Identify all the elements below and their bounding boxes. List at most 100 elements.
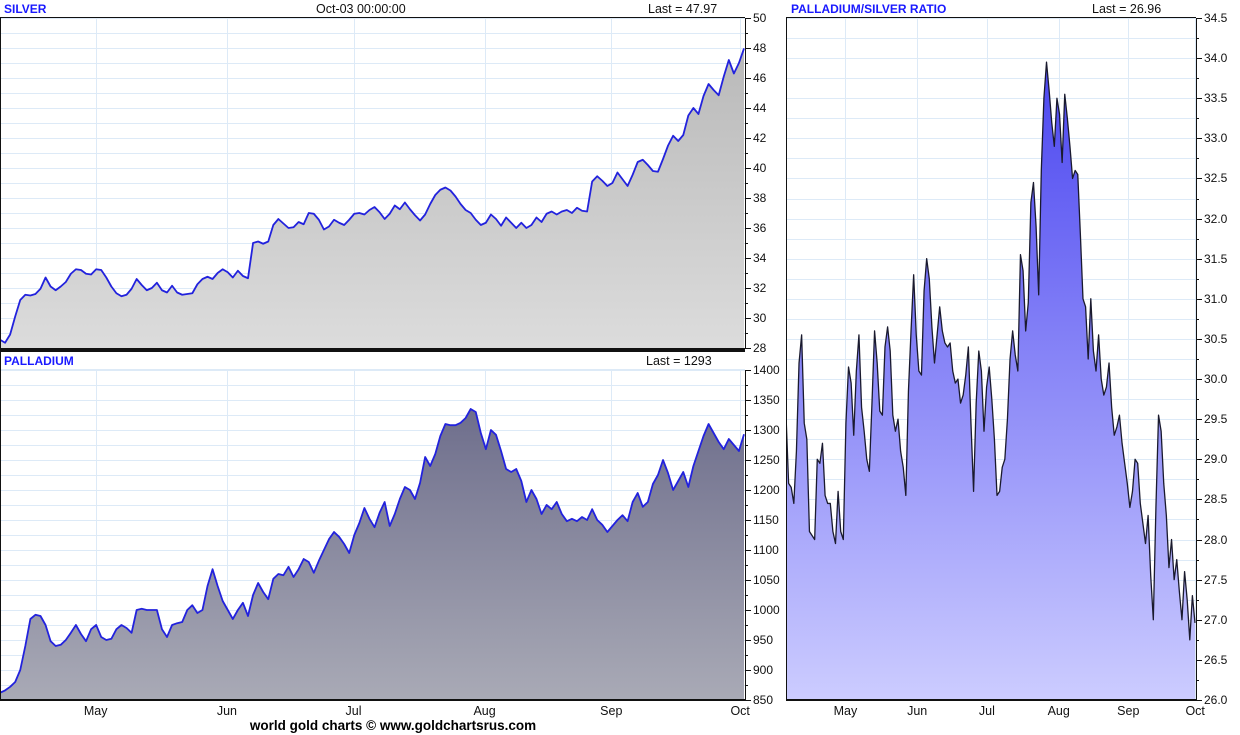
palladium-major-tick (745, 400, 751, 401)
x-tick-label-sep: Sep (1117, 704, 1140, 718)
silver-y-tick-label: 30 (753, 311, 767, 325)
palladium-major-tick (745, 670, 751, 671)
x-tick-label-oct: Oct (730, 704, 750, 718)
ratio-y-tick-label: 29.5 (1204, 412, 1228, 427)
ratio-y-tick-label: 28.5 (1204, 492, 1228, 507)
ratio-y-tick-label: 30.0 (1204, 372, 1228, 387)
silver-major-tick (745, 18, 751, 19)
silver-minor-tick (745, 273, 748, 274)
silver-panel: SILVER Oct-03 00:00:00 Last = 47.97 28 30… (0, 0, 780, 355)
ratio-y-tick-label: 34.5 (1204, 11, 1228, 25)
silver-major-tick (745, 48, 751, 49)
palladium-minor-tick (745, 415, 748, 416)
silver-datestamp: Oct-03 00:00:00 (316, 2, 406, 16)
palladium-minor-tick (745, 505, 748, 506)
ratio-y-tick-label: 28.0 (1204, 532, 1228, 547)
ratio-major-tick (1196, 138, 1202, 139)
right-x-axis: May Jun Jul Aug Sep Oct (786, 700, 1205, 722)
palladium-y-tick-label: 1200 (753, 483, 780, 497)
x-tick-label-jun: Jun (216, 704, 237, 718)
palladium-y-tick-label: 1000 (753, 603, 780, 617)
ratio-y-tick-label: 34.0 (1204, 51, 1228, 66)
palladium-plot-area (0, 352, 745, 700)
silver-plot-area (0, 0, 745, 348)
palladium-minor-tick (745, 475, 748, 476)
silver-major-tick (745, 258, 751, 259)
ratio-major-tick (1196, 58, 1202, 59)
ratio-minor-tick (1196, 600, 1199, 601)
palladium-last-value: Last = 1293 (646, 354, 712, 368)
left-col-left-spine (0, 17, 1, 700)
ratio-y-tick-label: 33.0 (1204, 131, 1228, 146)
ratio-minor-tick (1196, 78, 1199, 79)
silver-minor-tick (745, 303, 748, 304)
ratio-major-tick (1196, 259, 1202, 260)
palladium-panel: PALLADIUM Last = 1293 850 900 950 1000 1050 1… (0, 352, 780, 707)
silver-minor-tick (745, 213, 748, 214)
x-tick-label-jul: Jul (978, 704, 995, 718)
silver-minor-tick (745, 33, 748, 34)
ratio-y-tick-label: 32.5 (1204, 171, 1228, 186)
x-tick-label-aug: Aug (473, 704, 496, 718)
ratio-major-tick (1196, 499, 1202, 500)
silver-minor-tick (745, 123, 748, 124)
ratio-major-tick (1196, 419, 1202, 420)
palladium-chart-svg (0, 370, 745, 700)
ratio-minor-tick (1196, 199, 1199, 200)
silver-y-tick-label: 50 (753, 11, 767, 25)
ratio-minor-tick (1196, 38, 1199, 39)
ratio-major-tick (1196, 339, 1202, 340)
footer-credit: world gold charts © www.goldchartsrus.co… (249, 718, 537, 733)
ratio-major-tick (1196, 379, 1202, 380)
palladium-y-axis: 850 900 950 1000 1050 1100 1150 1200 1250 1300 135… (745, 352, 780, 707)
palladium-major-tick (745, 640, 751, 641)
palladium-y-tick-label: 1150 (753, 513, 779, 527)
ratio-major-tick (1196, 98, 1202, 99)
ratio-minor-tick (1196, 239, 1199, 240)
ratio-minor-tick (1196, 118, 1199, 119)
ratio-chart-svg (786, 18, 1196, 700)
silver-minor-tick (745, 63, 748, 64)
ratio-major-tick (1196, 700, 1202, 701)
ratio-y-tick-label: 32.0 (1204, 211, 1228, 226)
silver-chart-svg (0, 18, 745, 348)
ratio-y-tick-label: 30.5 (1204, 331, 1228, 346)
palladium-major-tick (745, 610, 751, 611)
ratio-minor-tick (1196, 359, 1199, 360)
silver-major-tick (745, 228, 751, 229)
palladium-y-tick-label: 850 (753, 693, 774, 707)
silver-y-tick-label: 44 (753, 101, 767, 115)
palladium-y-tick-label: 900 (753, 663, 774, 677)
ratio-y-tick-label: 26.5 (1204, 652, 1228, 667)
ratio-major-tick (1196, 219, 1202, 220)
ratio-major-tick (1196, 540, 1202, 541)
silver-major-tick (745, 108, 751, 109)
palladium-minor-tick (745, 445, 748, 446)
ratio-major-tick (1196, 580, 1202, 581)
ratio-minor-tick (1196, 439, 1199, 440)
palladium-major-tick (745, 700, 751, 701)
palladium-y-tick-label: 1250 (753, 453, 780, 467)
ratio-minor-tick (1196, 479, 1199, 480)
silver-y-tick-label: 38 (753, 191, 767, 205)
palladium-y-tick-label: 1100 (753, 543, 779, 557)
ratio-minor-tick (1196, 319, 1199, 320)
silver-major-tick (745, 288, 751, 289)
palladium-minor-tick (745, 655, 748, 656)
silver-minor-tick (745, 93, 748, 94)
palladium-minor-tick (745, 595, 748, 596)
palladium-y-tick-label: 1300 (753, 423, 780, 437)
silver-major-tick (745, 168, 751, 169)
palladium-major-tick (745, 520, 751, 521)
palladium-y-tick-label: 1350 (753, 393, 780, 407)
silver-panel-title: SILVER (4, 2, 47, 16)
silver-major-tick (745, 348, 751, 349)
ratio-major-tick (1196, 18, 1202, 19)
silver-major-tick (745, 78, 751, 79)
palladium-area-fill (0, 409, 744, 700)
ratio-minor-tick (1196, 680, 1199, 681)
palladium-minor-tick (745, 385, 748, 386)
palladium-y-tick-label: 1400 (753, 363, 780, 377)
silver-y-tick-label: 28 (753, 341, 767, 355)
